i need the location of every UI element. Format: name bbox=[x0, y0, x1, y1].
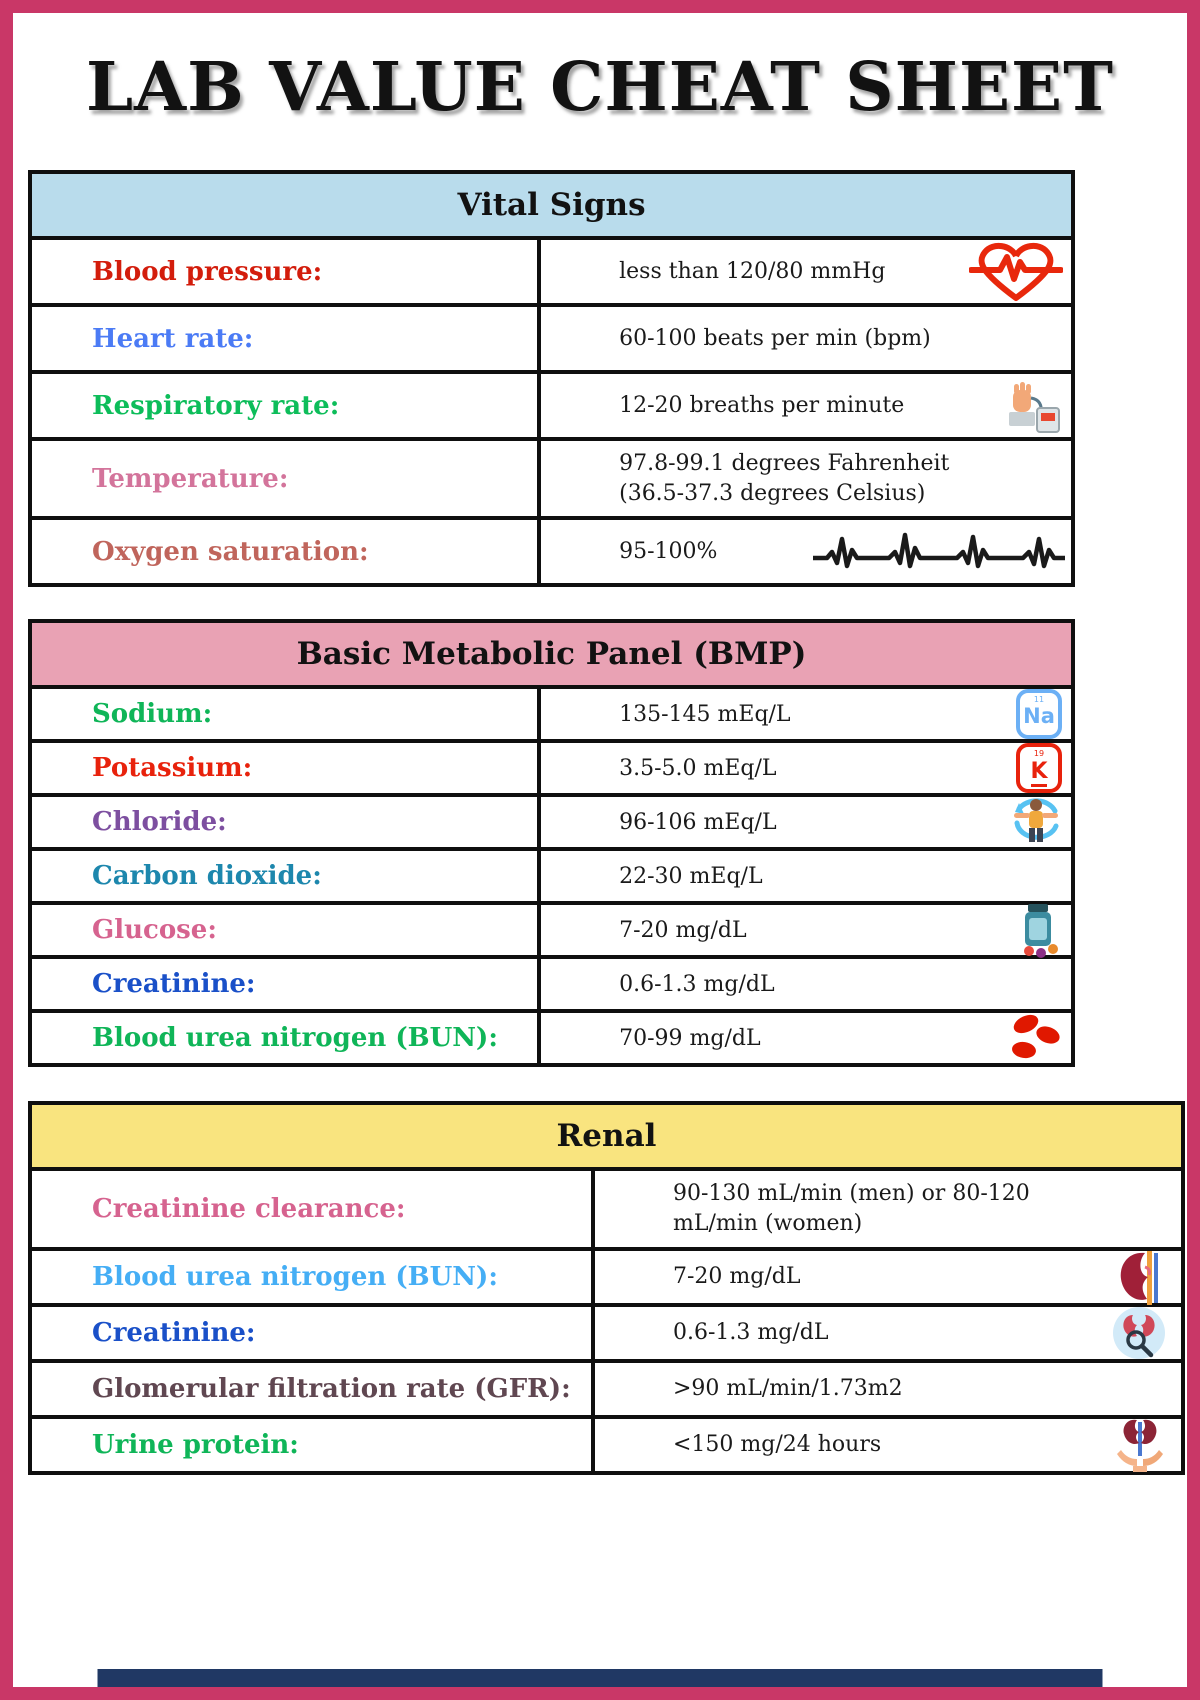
row-value: 97.8-99.1 degrees Fahrenheit (36.5-37.3 … bbox=[619, 451, 950, 506]
kidney-hands-icon bbox=[1113, 1416, 1167, 1474]
table-row: Oxygen saturation: 95-100% bbox=[32, 516, 1071, 584]
sodium-element-icon: Na 11 bbox=[1015, 688, 1063, 740]
table-row: Glomerular filtration rate (GFR): >90 mL… bbox=[32, 1358, 1181, 1415]
table-row: Temperature: 97.8-99.1 degrees Fahrenhei… bbox=[32, 437, 1071, 517]
row-value: >90 mL/min/1.73m2 bbox=[673, 1375, 903, 1401]
table-row: Potassium: 3.5-5.0 mEq/L K 19 bbox=[32, 739, 1071, 794]
row-label: Blood pressure: bbox=[92, 256, 323, 287]
table-row: Sodium: 135-145 mEq/L Na 11 bbox=[32, 685, 1071, 740]
row-value: 0.6-1.3 mg/dL bbox=[619, 971, 775, 997]
body-rotation-icon bbox=[1009, 793, 1063, 851]
row-value: 135-145 mEq/L bbox=[619, 701, 791, 727]
table-row: Creatinine: 0.6-1.3 mg/dL bbox=[32, 955, 1071, 1010]
row-value: <150 mg/24 hours bbox=[673, 1431, 882, 1457]
row-label: Glucose: bbox=[92, 915, 217, 946]
svg-text:19: 19 bbox=[1034, 749, 1044, 758]
row-value: 3.5-5.0 mEq/L bbox=[619, 755, 777, 781]
vital-signs-header: Vital Signs bbox=[32, 174, 1071, 236]
table-row: Heart rate: 60-100 beats per min (bpm) bbox=[32, 303, 1071, 370]
row-label: Chloride: bbox=[92, 807, 227, 838]
bmp-table: Basic Metabolic Panel (BMP) Sodium: 135-… bbox=[28, 619, 1075, 1068]
row-value: 90-130 mL/min (men) or 80-120 mL/min (wo… bbox=[673, 1181, 1030, 1237]
row-label: Sodium: bbox=[92, 699, 213, 730]
row-value: 22-30 mEq/L bbox=[619, 863, 763, 889]
table-row: Respiratory rate: 12-20 breaths per minu… bbox=[32, 370, 1071, 437]
blood-cells-icon bbox=[1007, 1012, 1063, 1064]
table-row: Carbon dioxide: 22-30 mEq/L bbox=[32, 847, 1071, 902]
table-row: Blood urea nitrogen (BUN): 7-20 mg/dL bbox=[32, 1246, 1181, 1305]
row-label: Oxygen saturation: bbox=[92, 536, 369, 567]
table-row: Urine protein: <150 mg/24 hours bbox=[32, 1414, 1181, 1474]
svg-text:K: K bbox=[1030, 759, 1048, 784]
table-row: Glucose: 7-20 mg/dL bbox=[32, 901, 1071, 959]
row-label: Creatinine clearance: bbox=[92, 1194, 406, 1225]
row-label: Blood urea nitrogen (BUN): bbox=[92, 1261, 498, 1292]
row-label: Creatinine: bbox=[92, 969, 256, 1000]
row-label: Creatinine: bbox=[92, 1317, 256, 1348]
potassium-element-icon: K 19 bbox=[1015, 742, 1063, 794]
row-value: 70-99 mg/dL bbox=[619, 1025, 761, 1051]
row-label: Carbon dioxide: bbox=[92, 861, 322, 892]
table-row: Blood pressure: less than 120/80 mmHg bbox=[32, 236, 1071, 303]
bmp-header: Basic Metabolic Panel (BMP) bbox=[32, 623, 1071, 686]
renal-header: Renal bbox=[32, 1105, 1181, 1168]
row-value: 96-106 mEq/L bbox=[619, 809, 777, 835]
ecg-waveform-icon bbox=[813, 529, 1065, 575]
row-value: 0.6-1.3 mg/dL bbox=[673, 1319, 829, 1345]
heart-pulse-icon bbox=[969, 241, 1063, 303]
row-label: Potassium: bbox=[92, 753, 253, 784]
row-label: Blood urea nitrogen (BUN): bbox=[92, 1023, 498, 1054]
row-value: 95-100% bbox=[619, 539, 718, 565]
row-value: less than 120/80 mmHg bbox=[619, 258, 886, 284]
row-label: Heart rate: bbox=[92, 323, 254, 354]
footer-bar bbox=[97, 1669, 1103, 1687]
vital-signs-table: Vital Signs Blood pressure: less than 12… bbox=[28, 170, 1075, 588]
table-row: Creatinine clearance: 90-130 mL/min (men… bbox=[32, 1167, 1181, 1247]
row-label: Glomerular filtration rate (GFR): bbox=[92, 1373, 571, 1404]
row-value: 60-100 beats per min (bpm) bbox=[619, 325, 931, 351]
table-row: Blood urea nitrogen (BUN): 70-99 mg/dL bbox=[32, 1009, 1071, 1064]
row-label: Temperature: bbox=[92, 463, 289, 494]
row-label: Urine protein: bbox=[92, 1429, 299, 1460]
glucose-jar-icon bbox=[1017, 902, 1063, 959]
renal-table: Renal Creatinine clearance: 90-130 mL/mi… bbox=[28, 1101, 1185, 1475]
svg-text:Na: Na bbox=[1023, 704, 1055, 728]
row-value: 7-20 mg/dL bbox=[619, 917, 747, 943]
svg-text:11: 11 bbox=[1034, 695, 1044, 704]
page-title: LAB VALUE CHEAT SHEET bbox=[86, 47, 1114, 126]
kidney-icon bbox=[1117, 1247, 1167, 1307]
table-row: Creatinine: 0.6-1.3 mg/dL bbox=[32, 1302, 1181, 1361]
row-label: Respiratory rate: bbox=[92, 390, 340, 421]
kidney-exam-icon bbox=[1111, 1305, 1167, 1361]
table-row: Chloride: 96-106 mEq/L bbox=[32, 793, 1071, 848]
row-value: 12-20 breaths per minute bbox=[619, 392, 905, 418]
row-value: 7-20 mg/dL bbox=[673, 1263, 801, 1289]
hand-monitor-icon bbox=[1005, 376, 1063, 436]
